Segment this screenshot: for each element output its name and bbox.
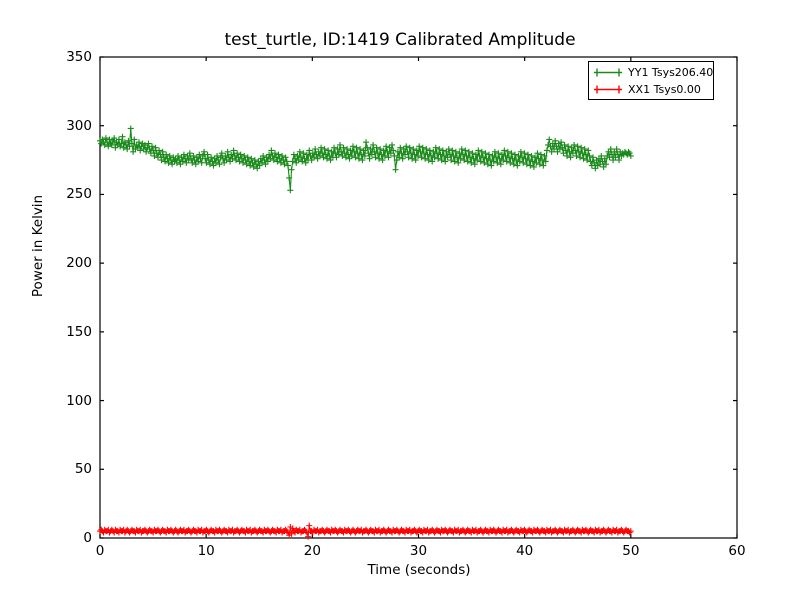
series-yy1 bbox=[97, 125, 634, 194]
data-series bbox=[97, 125, 634, 540]
y-tick-label: 300 bbox=[66, 117, 92, 134]
y-tick-label: 200 bbox=[66, 255, 92, 272]
axis-ticks bbox=[99, 56, 738, 539]
x-tick-label: 0 bbox=[95, 543, 105, 559]
series-xx1 bbox=[97, 522, 634, 540]
y-tick-label: 250 bbox=[66, 186, 92, 203]
y-tick-label: 50 bbox=[74, 461, 92, 478]
y-tick-label: 150 bbox=[66, 323, 92, 340]
legend-label-xx1: XX1 Tsys0.00 bbox=[628, 83, 701, 96]
x-tick-label: 10 bbox=[197, 543, 215, 559]
x-tick-label: 30 bbox=[409, 543, 428, 559]
x-tick-label: 20 bbox=[303, 543, 321, 559]
y-tick-label: 350 bbox=[66, 49, 92, 65]
x-tick-label: 50 bbox=[622, 543, 640, 559]
legend-swatch-xx1 bbox=[594, 85, 622, 94]
x-tick-label: 40 bbox=[516, 543, 534, 559]
axes-frame bbox=[99, 56, 738, 539]
legend-entry-1: XX1 Tsys0.00 bbox=[589, 81, 713, 98]
x-axis-label: Time (seconds) bbox=[367, 562, 471, 578]
chart-title: test_turtle, ID:1419 Calibrated Amplitud… bbox=[224, 30, 576, 50]
legend-entry-0: YY1 Tsys206.40 bbox=[589, 64, 713, 81]
y-tick-label: 100 bbox=[66, 392, 92, 409]
y-tick-label: 0 bbox=[83, 530, 92, 546]
legend: YY1 Tsys206.40 XX1 Tsys0.00 bbox=[588, 61, 714, 100]
x-tick-label: 60 bbox=[728, 543, 746, 559]
legend-label-yy1: YY1 Tsys206.40 bbox=[628, 66, 714, 79]
y-axis-label: Power in Kelvin bbox=[30, 194, 46, 298]
legend-swatch-yy1 bbox=[594, 68, 622, 77]
